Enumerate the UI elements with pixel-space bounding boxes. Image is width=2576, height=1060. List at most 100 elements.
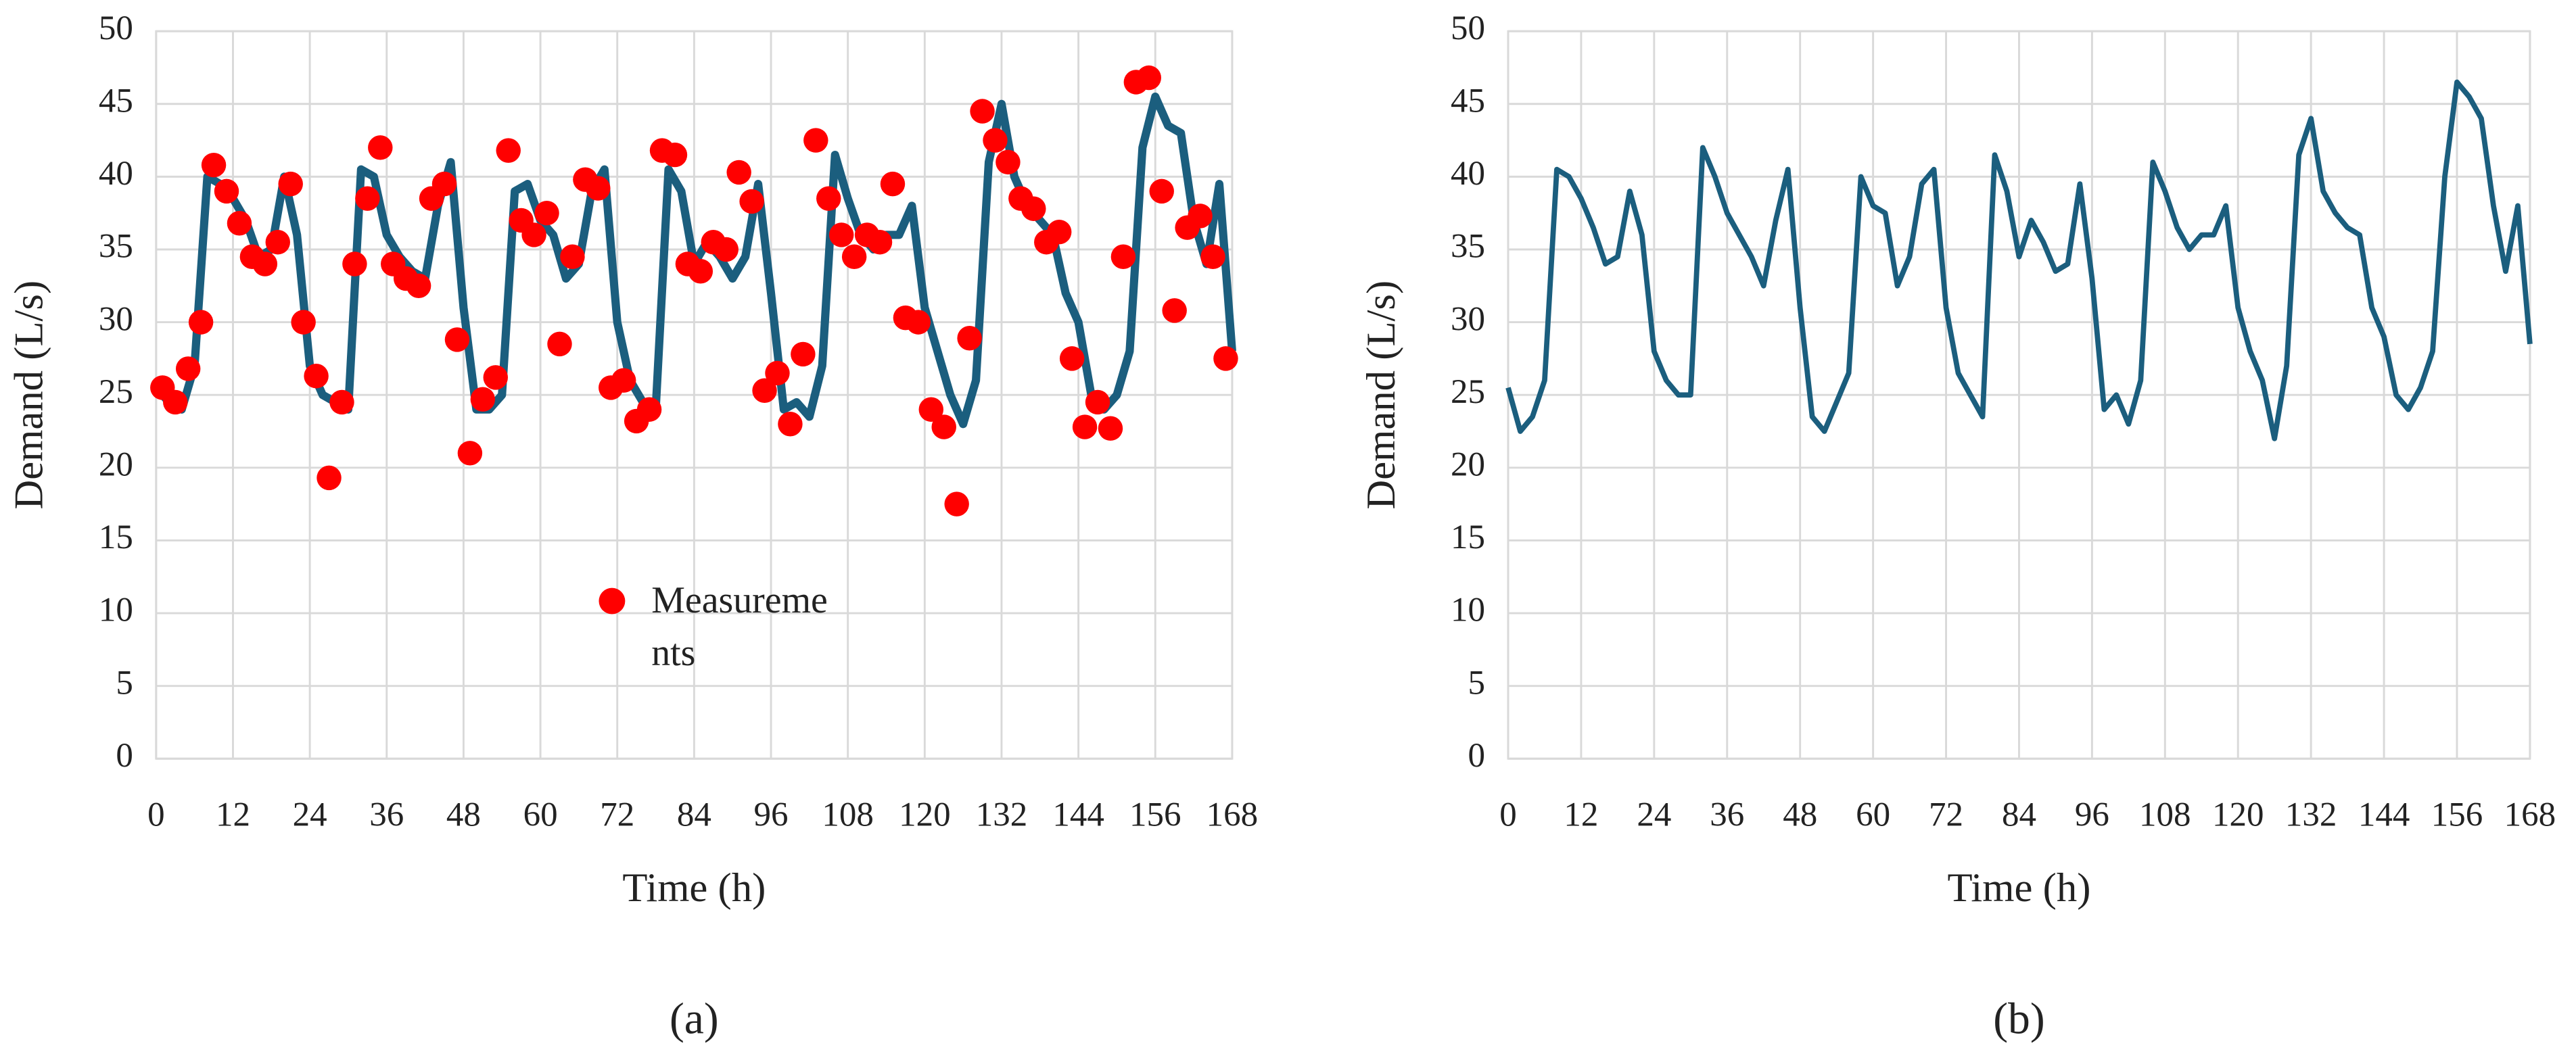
x-tick-label: 84 [677,796,711,834]
x-tick-label: 36 [1710,796,1744,834]
x-tick-label: 0 [1499,796,1517,834]
marker [444,327,470,352]
marker [828,222,854,247]
marker [175,356,201,381]
caption: (b) [1993,994,2044,1043]
caption: (a) [670,994,719,1043]
marker [1072,414,1098,439]
x-tick-label: 108 [822,796,873,834]
y-tick-label: 50 [1451,9,1485,47]
x-tick-label: 96 [2075,796,2109,834]
x-tick-label: 72 [1929,796,1963,834]
y-tick-label: 20 [1451,446,1485,484]
marker [1213,346,1238,371]
marker [355,186,380,211]
marker [1149,178,1174,204]
x-tick-label: 72 [600,796,634,834]
y-tick-label: 15 [1451,519,1485,556]
marker [739,189,764,214]
marker [342,251,367,276]
x-tick-label: 24 [293,796,327,834]
y-tick-label: 25 [1451,373,1485,411]
marker [214,178,239,204]
marker [1188,203,1213,228]
marker [560,244,585,269]
marker [304,364,329,389]
marker [996,149,1021,175]
x-tick-label: 120 [2212,796,2264,834]
marker [906,310,931,335]
x-axis-label: Time (h) [1947,865,2090,911]
marker [867,230,893,255]
marker [765,360,790,386]
y-tick-label: 50 [99,9,133,47]
marker [970,99,995,124]
marker [252,251,278,276]
marker [636,397,662,422]
x-tick-label: 132 [2285,796,2337,834]
y-tick-label: 30 [1451,300,1485,338]
marker [534,200,559,226]
marker [521,222,546,247]
y-tick-label: 45 [99,82,133,120]
marker [431,171,457,197]
marker [547,331,572,357]
y-tick-label: 30 [99,300,133,338]
x-tick-label: 48 [1783,796,1817,834]
x-tick-label: 48 [446,796,481,834]
marker [188,310,214,335]
marker [983,128,1008,153]
marker [163,389,188,415]
marker [291,310,316,335]
y-tick-label: 0 [116,737,133,775]
x-tick-label: 168 [2504,796,2556,834]
marker [957,326,982,351]
marker [1098,416,1123,441]
line [1505,79,2533,441]
y-axis-label: Demand (L/s) [1359,281,1404,510]
marker [470,387,496,412]
marker [1136,65,1162,91]
x-tick-label: 144 [1052,796,1104,834]
marker [662,142,688,168]
marker [1021,196,1046,221]
x-axis-label: Time (h) [622,865,766,911]
marker [816,186,841,211]
marker [611,368,636,393]
marker [931,414,956,439]
x-tick-label: 60 [523,796,558,834]
y-tick-label: 45 [1451,82,1485,120]
x-tick-label: 24 [1637,796,1671,834]
marker [457,441,483,466]
marker [317,465,342,491]
x-tick-label: 84 [2002,796,2036,834]
x-tick-label: 60 [1856,796,1890,834]
marker [1085,389,1110,415]
marker [778,412,803,437]
y-tick-label: 40 [99,155,133,193]
marker [791,341,816,367]
marker [1110,244,1136,269]
y-tick-label: 40 [1451,155,1485,193]
x-tick-label: 108 [2139,796,2191,834]
x-tick-label: 156 [1129,796,1181,834]
marker [944,491,969,516]
marker [368,135,393,160]
marker [201,152,227,178]
y-tick-label: 10 [1451,592,1485,629]
x-tick-label: 168 [1207,796,1258,834]
y-tick-label: 35 [99,228,133,266]
marker [1059,346,1085,371]
y-tick-label: 5 [116,664,133,702]
marker [265,230,290,255]
marker [841,244,867,269]
marker [688,259,713,284]
marker [726,160,751,185]
marker [1162,298,1187,323]
x-tick-label: 156 [2431,796,2483,834]
marker [880,171,906,197]
x-tick-label: 12 [216,796,250,834]
legend-label: Measurements [651,579,828,673]
marker [586,176,611,201]
